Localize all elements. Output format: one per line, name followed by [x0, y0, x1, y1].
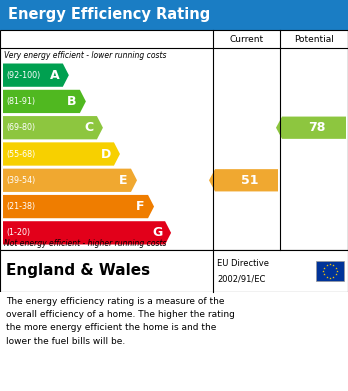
Bar [0, 30, 348, 250]
Polygon shape [3, 195, 154, 218]
Text: Potential: Potential [294, 34, 334, 43]
Text: EU Directive: EU Directive [217, 259, 269, 268]
Bar [316, 261, 344, 281]
Polygon shape [3, 63, 69, 87]
Text: F: F [136, 200, 144, 213]
Text: (1-20): (1-20) [6, 228, 30, 237]
Text: Energy Efficiency Rating: Energy Efficiency Rating [8, 7, 210, 23]
Text: (21-38): (21-38) [6, 202, 35, 211]
Text: 2002/91/EC: 2002/91/EC [217, 274, 266, 283]
Polygon shape [3, 116, 103, 139]
Bar [0, 292, 348, 372]
Polygon shape [3, 221, 171, 244]
Text: D: D [101, 147, 111, 160]
Text: The energy efficiency rating is a measure of the
overall efficiency of a home. T: The energy efficiency rating is a measur… [6, 297, 235, 346]
Text: C: C [84, 121, 94, 134]
Text: Current: Current [229, 34, 263, 43]
Text: (92-100): (92-100) [6, 71, 40, 80]
Text: Not energy efficient - higher running costs: Not energy efficient - higher running co… [4, 239, 166, 248]
Polygon shape [3, 169, 137, 192]
Text: Very energy efficient - lower running costs: Very energy efficient - lower running co… [4, 51, 166, 60]
Text: (81-91): (81-91) [6, 97, 35, 106]
Bar [0, 250, 348, 292]
Text: (55-68): (55-68) [6, 149, 35, 158]
Polygon shape [3, 90, 86, 113]
Text: G: G [152, 226, 162, 239]
Bar [0, 0, 348, 30]
Text: (39-54): (39-54) [6, 176, 35, 185]
Text: (69-80): (69-80) [6, 123, 35, 132]
Text: B: B [67, 95, 77, 108]
Text: A: A [50, 69, 60, 82]
Polygon shape [209, 169, 278, 192]
Text: 78: 78 [308, 121, 326, 134]
Text: 51: 51 [241, 174, 258, 187]
Polygon shape [276, 117, 346, 139]
Text: E: E [119, 174, 127, 187]
Polygon shape [3, 142, 120, 166]
Text: England & Wales: England & Wales [6, 264, 150, 278]
